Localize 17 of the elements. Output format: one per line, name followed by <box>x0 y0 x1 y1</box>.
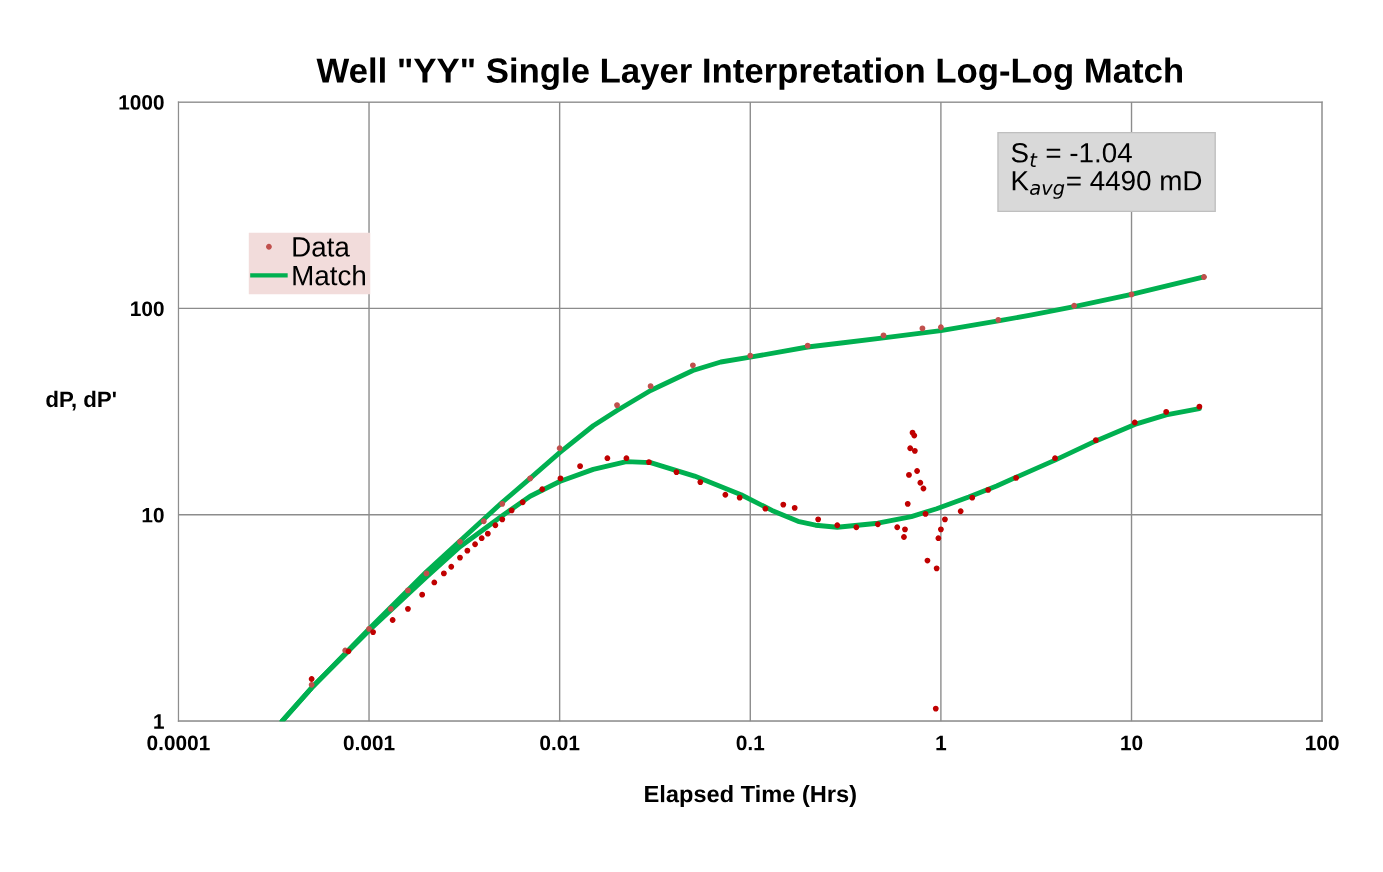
x-tick-label: 0.001 <box>343 735 395 751</box>
x-axis-title: Elapsed Time (Hrs) <box>645 785 856 808</box>
y-axis-title: dP, dP' <box>46 390 116 411</box>
x-tick-label: 100 <box>1306 735 1339 751</box>
x-tick-label: 1 <box>936 735 947 751</box>
y-tick-label: 1 <box>154 714 164 729</box>
y-tick-label: 10 <box>142 507 164 523</box>
x-tick-label: 10 <box>1121 735 1143 751</box>
chart-title: Well "YY" Single Layer Interpretation Log-Log Match <box>316 57 1182 90</box>
y-tick-label: 1000 <box>119 95 164 110</box>
legend-label: Data <box>293 237 350 257</box>
annotation: S$_{t}$ = -1.04 K$_{avg}$= 4490 mD <box>1011 142 1202 199</box>
x-tick-label: 0.01 <box>540 735 580 751</box>
x-tick-label: 0.1 <box>736 735 765 751</box>
legend-label: Match <box>293 265 365 286</box>
y-tick-label: 100 <box>131 301 164 317</box>
x-tick-label: 0.0001 <box>147 735 210 751</box>
